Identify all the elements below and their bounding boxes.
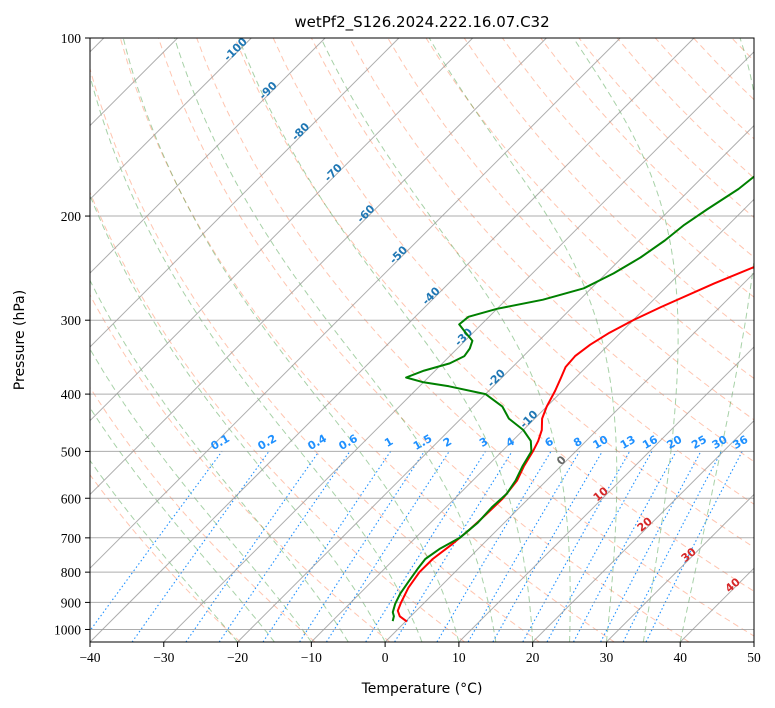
mixing-ratio-line	[622, 451, 722, 642]
isotherm-line	[90, 38, 400, 348]
moist-adiabat	[238, 38, 534, 642]
dry-adiabat	[119, 38, 615, 642]
temperature-line	[396, 266, 754, 623]
moist-adiabats	[90, 38, 754, 642]
x-tick-label: 0	[382, 650, 389, 665]
isotherm-line	[753, 641, 754, 642]
moist-adiabat	[90, 74, 423, 642]
dry-adiabat	[90, 191, 465, 642]
moist-adiabat	[320, 38, 571, 642]
x-tick-label: 20	[526, 650, 540, 665]
y-axis-label: Pressure (hPa)	[12, 290, 28, 390]
dry-adiabat	[272, 38, 754, 548]
moist-adiabat	[90, 459, 238, 642]
mixing-ratio-line	[394, 451, 513, 642]
x-tick-label: −40	[79, 650, 100, 665]
isotherm-line	[237, 124, 754, 642]
x-tick-label: 30	[600, 650, 614, 665]
y-tick-label: 300	[61, 313, 82, 328]
dry-adiabat	[158, 38, 690, 642]
isotherm-line	[90, 38, 621, 569]
x-tick-label: 50	[747, 650, 761, 665]
chart-title: wetPf2_S126.2024.222.16.07.C32	[294, 13, 549, 32]
y-tick-label: 900	[61, 595, 82, 610]
dry-adiabat	[463, 38, 754, 339]
plot-content: 0.1 0.2 0.4 0.6 1 1.5 2 3 4 6 8 10 13 16 20 25 30 36-100-…	[90, 38, 775, 642]
isotherm-line	[163, 51, 754, 642]
mixing-ratio-lines	[90, 451, 743, 642]
mixing-ratio-line	[573, 451, 677, 642]
mixing-ratio-line	[325, 451, 450, 642]
moist-adiabat	[428, 38, 618, 642]
x-tick-label: −30	[153, 650, 174, 665]
dry-adiabats	[90, 38, 775, 642]
isotherm-line	[606, 493, 754, 642]
moist-adiabat	[90, 406, 275, 642]
mixing-ratio-line	[262, 451, 392, 642]
isotherm-line	[90, 38, 547, 496]
dry-adiabat	[501, 38, 754, 298]
x-tick-label: −20	[227, 650, 248, 665]
y-tick-label: 1000	[54, 622, 81, 637]
x-tick-label: −10	[301, 650, 322, 665]
isotherm-line	[310, 198, 754, 642]
x-tick-label: 10	[452, 650, 466, 665]
dry-adiabat	[425, 38, 754, 380]
isotherm-line	[384, 272, 754, 642]
isotherm-line	[90, 38, 252, 201]
dry-adiabat	[349, 38, 754, 463]
y-tick-label: 400	[61, 387, 82, 402]
x-axis-label: Temperature (°C)	[361, 681, 483, 697]
dry-adiabat	[90, 293, 391, 642]
y-tick-label: 500	[61, 444, 82, 459]
dry-adiabat	[234, 38, 754, 592]
mixing-ratio-line	[546, 451, 653, 642]
x-axis-ticks: −40 −30 −20 −10 0 10 20 30 40 50	[79, 642, 761, 665]
y-tick-label: 800	[61, 565, 82, 580]
mixing-ratio-line	[218, 451, 351, 642]
moist-adiabat	[679, 38, 754, 642]
y-axis-ticks: 100 200 300 400 500 600 700 800 900 1000	[54, 31, 90, 637]
dry-adiabat	[90, 67, 540, 642]
plot-frame	[89, 37, 755, 643]
mixing-ratio-line	[645, 451, 743, 642]
isotherm-line	[532, 419, 754, 642]
moist-adiabat	[90, 194, 386, 642]
isotherm-line	[458, 346, 754, 642]
dry-adiabat	[90, 386, 316, 642]
dry-adiabat	[387, 38, 754, 421]
plot-area	[90, 38, 754, 642]
moist-adiabat	[90, 279, 349, 642]
y-tick-label: 100	[61, 31, 82, 46]
mixing-ratio-line	[522, 451, 631, 642]
isotherm-line	[90, 38, 695, 642]
grid-lines	[90, 38, 754, 642]
mixing-ratio-line	[185, 451, 320, 642]
isotherm-line	[90, 38, 326, 274]
moist-adiabat	[122, 38, 460, 642]
moist-adiabat	[174, 38, 497, 642]
dry-adiabat	[770, 38, 775, 642]
moist-adiabat	[572, 38, 679, 642]
dry-adiabat	[310, 38, 754, 505]
mixing-ratio-line	[90, 451, 223, 632]
x-tick-label: 40	[673, 650, 687, 665]
isotherm-line	[90, 38, 474, 422]
dry-adiabat	[90, 473, 241, 642]
mixing-ratio-line	[299, 451, 425, 642]
y-tick-label: 200	[61, 209, 82, 224]
y-tick-label: 600	[61, 491, 82, 506]
y-tick-label: 700	[61, 531, 82, 546]
